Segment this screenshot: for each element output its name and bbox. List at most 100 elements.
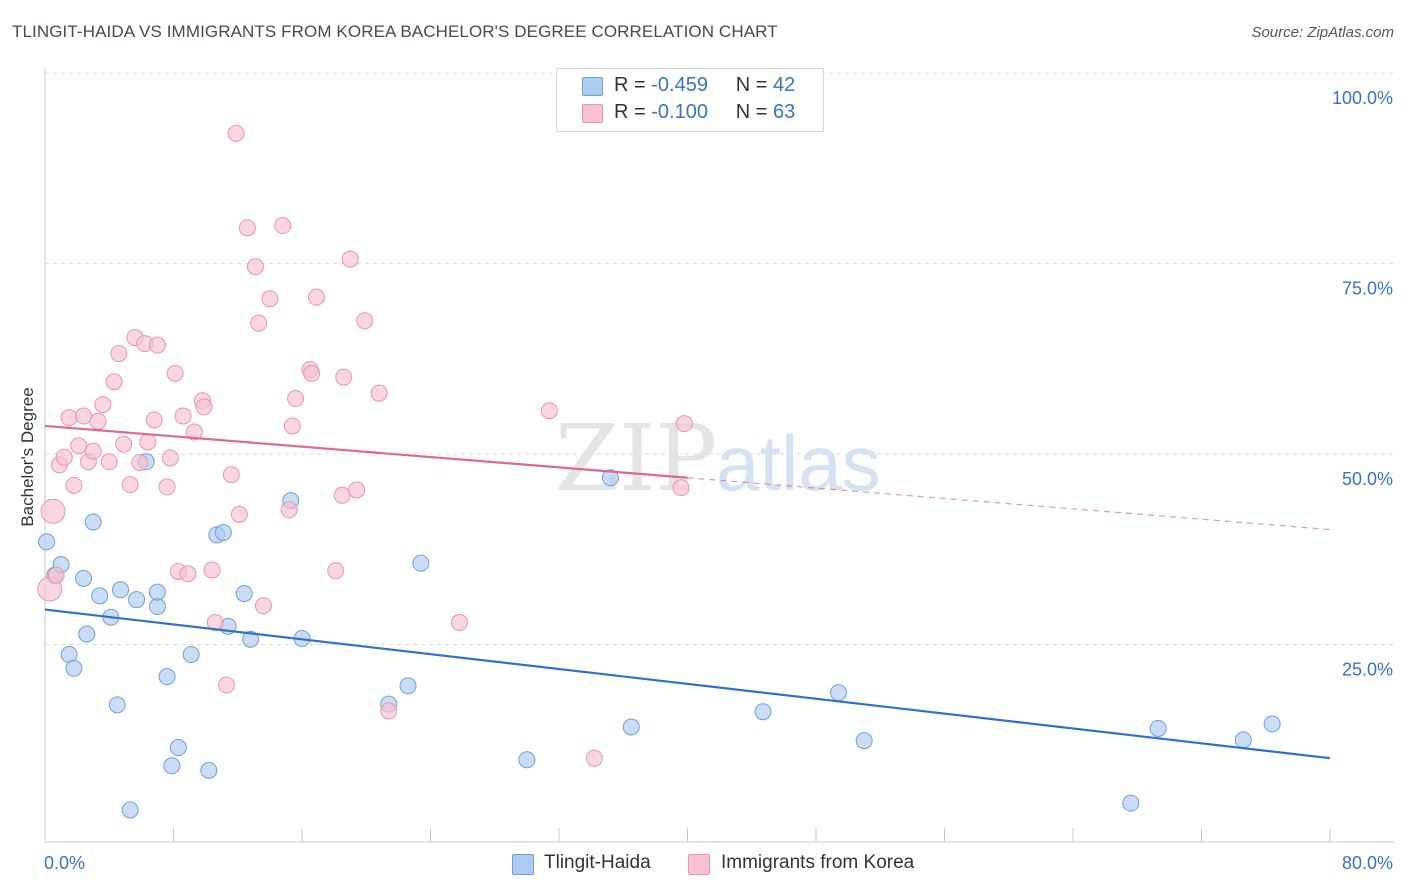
point-korea — [158, 478, 176, 496]
x-tick-label-min: 0.0% — [44, 853, 85, 873]
point-tlingit-haida — [75, 569, 93, 587]
point-tlingit-haida — [111, 581, 129, 599]
y-tick-label: 25.0% — [1342, 660, 1393, 680]
point-korea — [70, 437, 88, 455]
point-tlingit-haida — [38, 533, 56, 551]
chart-title: TLINGIT-HAIDA VS IMMIGRANTS FROM KOREA B… — [12, 22, 778, 41]
n-value: 63 — [773, 101, 796, 123]
point-korea — [55, 448, 73, 466]
point-korea — [280, 501, 298, 519]
legend-swatch-korea — [688, 854, 710, 875]
point-korea — [174, 407, 192, 425]
point-korea — [60, 409, 78, 427]
point-korea — [303, 364, 321, 382]
point-tlingit-haida — [1263, 715, 1281, 733]
point-tlingit-haida — [399, 677, 417, 695]
point-korea — [185, 423, 203, 441]
point-tlingit-haida — [754, 703, 772, 721]
watermark-zip: ZIP — [555, 405, 717, 512]
point-korea — [540, 402, 558, 420]
point-tlingit-haida — [182, 646, 200, 664]
y-axis-label: Bachelor's Degree — [18, 387, 37, 526]
point-korea — [307, 288, 325, 306]
point-tlingit-haida — [1149, 719, 1167, 737]
point-korea — [195, 398, 213, 416]
point-korea — [100, 453, 118, 471]
point-tlingit-haida — [829, 684, 847, 702]
point-korea — [450, 614, 468, 632]
correlation-legend: R = -0.459 N = 42 R = -0.100 N = 63 — [556, 68, 824, 132]
axis-labels: 100.0% 75.0% 50.0% 25.0% 0.0% 80.0% Bachelor's… — [18, 88, 1393, 873]
grid-lines — [45, 72, 1394, 645]
point-korea — [585, 749, 603, 767]
point-tlingit-haida — [148, 583, 166, 601]
legend-swatch-tlingit — [512, 854, 534, 875]
point-korea — [261, 290, 279, 308]
point-tlingit-haida — [108, 696, 126, 714]
point-korea — [40, 498, 66, 524]
source-label: Source: ZipAtlas.com — [1251, 24, 1394, 41]
point-tlingit-haida — [158, 668, 176, 686]
point-tlingit-haida — [84, 513, 102, 531]
point-korea — [675, 415, 693, 433]
point-tlingit-haida — [148, 598, 166, 616]
r-value: -0.459 — [651, 74, 708, 96]
axes — [44, 68, 1394, 843]
legend-swatch-blue — [582, 77, 603, 96]
point-tlingit-haida — [214, 524, 232, 542]
point-korea — [230, 505, 248, 523]
point-korea — [139, 433, 157, 451]
trend-line-korea-extension — [687, 477, 1331, 531]
point-korea — [89, 412, 107, 430]
point-tlingit-haida — [65, 659, 83, 677]
legend-label-korea: Immigrants from Korea — [721, 852, 915, 873]
point-korea — [47, 566, 65, 584]
trend-line-korea — [44, 424, 688, 479]
point-tlingit-haida — [121, 801, 139, 819]
point-tlingit-haida — [601, 469, 619, 487]
point-korea — [121, 476, 139, 494]
point-tlingit-haida — [855, 732, 873, 750]
n-label: N = — [735, 74, 768, 96]
point-tlingit-haida — [235, 585, 253, 603]
point-korea — [274, 217, 292, 235]
point-korea — [333, 486, 351, 504]
point-tlingit-haida — [412, 554, 430, 572]
trend-lines — [44, 424, 1331, 760]
point-korea — [206, 614, 224, 632]
watermark: ZIP atlas — [555, 405, 881, 512]
point-tlingit-haida — [242, 630, 260, 648]
x-tick-label-max: 80.0% — [1342, 853, 1393, 873]
point-tlingit-haida — [1122, 794, 1140, 812]
point-korea — [179, 565, 197, 583]
point-korea — [370, 384, 388, 402]
r-label: R = — [614, 74, 646, 96]
point-korea — [84, 442, 102, 460]
point-korea — [254, 597, 272, 615]
point-korea — [227, 124, 245, 142]
trend-line-tlingit — [44, 608, 1331, 760]
point-korea — [672, 479, 690, 497]
data-points — [37, 124, 1281, 819]
point-korea — [250, 314, 268, 332]
point-korea — [218, 676, 236, 694]
point-korea — [145, 411, 163, 429]
point-korea — [380, 702, 398, 720]
point-tlingit-haida — [622, 718, 640, 736]
point-tlingit-haida — [1234, 731, 1252, 749]
n-value: 42 — [773, 74, 796, 96]
y-tick-label: 100.0% — [1332, 88, 1393, 108]
r-value: -0.100 — [651, 101, 708, 123]
point-korea — [65, 476, 83, 494]
r-label: R = — [614, 101, 646, 123]
point-tlingit-haida — [91, 587, 109, 605]
y-tick-label: 50.0% — [1342, 469, 1393, 489]
point-korea — [238, 219, 256, 237]
point-korea — [341, 250, 359, 268]
point-korea — [283, 417, 301, 435]
point-tlingit-haida — [518, 751, 536, 769]
watermark-atlas: atlas — [716, 419, 881, 507]
point-tlingit-haida — [163, 757, 181, 775]
n-label: N = — [735, 101, 768, 123]
